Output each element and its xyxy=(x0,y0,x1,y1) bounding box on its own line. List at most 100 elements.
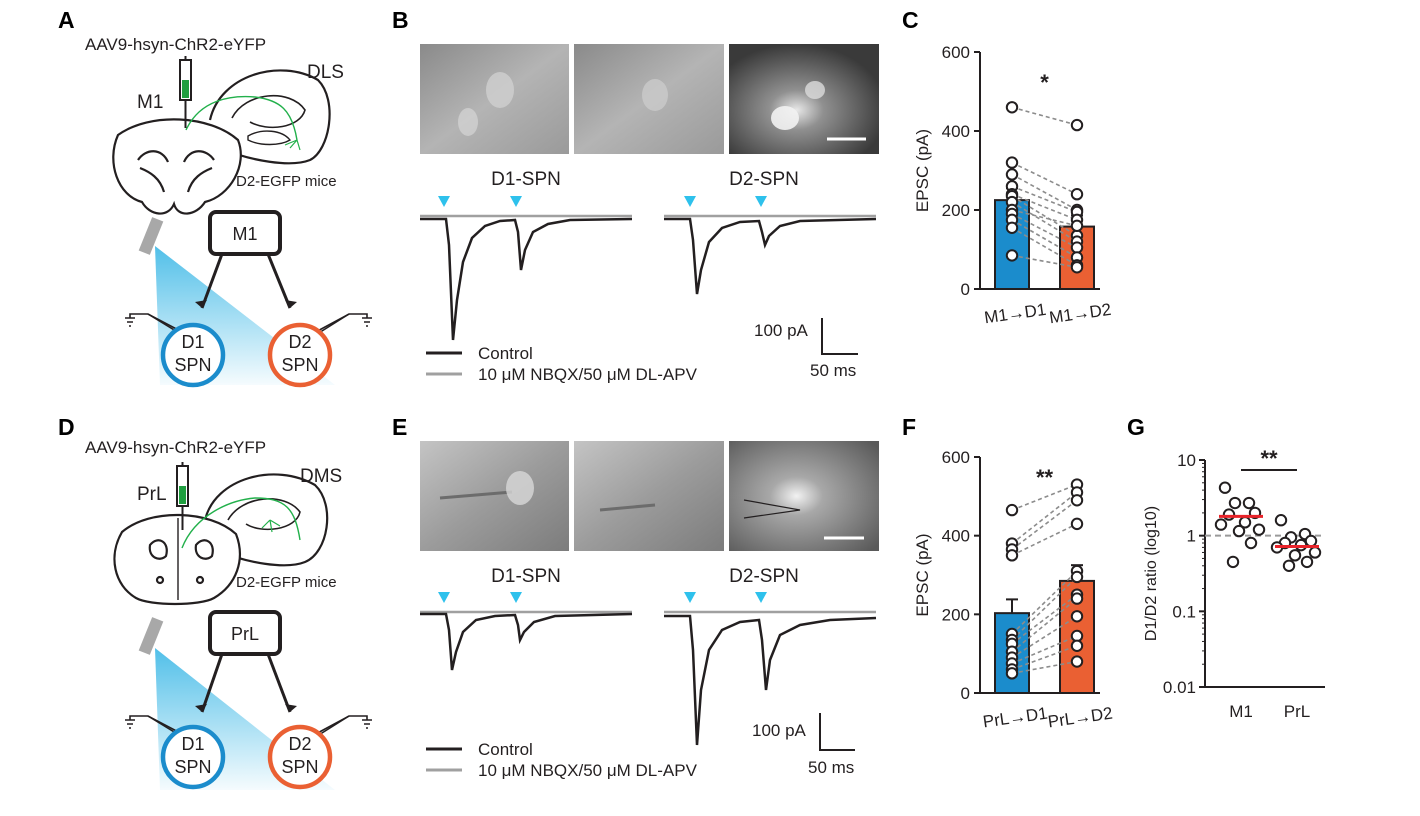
synapse-d1-d xyxy=(195,704,207,712)
significance-f: ** xyxy=(1036,465,1054,490)
data-point-g-0-8 xyxy=(1232,524,1246,538)
control-trace-d2-b xyxy=(664,217,877,295)
legend-label-control-b: Control xyxy=(478,344,533,363)
data-point-f-1-11 xyxy=(1070,655,1084,668)
source-area-label-d: PrL xyxy=(137,484,167,505)
control-trace-d2-e xyxy=(664,614,877,746)
trace-title-d1-e: D1-SPN xyxy=(491,566,561,587)
data-point-c-1-8 xyxy=(1070,241,1084,254)
data-point-g-0-9 xyxy=(1244,536,1258,550)
axon-terminals-a xyxy=(284,139,301,151)
y-tick-label-f-1: 200 xyxy=(942,605,970,624)
d1-spn-label-top-a: D1 xyxy=(181,332,204,352)
pair-line-f-3 xyxy=(1011,523,1078,557)
pipette-e1 xyxy=(439,490,513,500)
data-point-g-1-3 xyxy=(1304,534,1318,548)
data-point-c-1-0 xyxy=(1070,118,1084,132)
cell-soma-b1 xyxy=(486,72,514,108)
optic-fiber-a xyxy=(138,217,164,255)
panel-d: D AAV9-hsyn-ChR2-eYFP DMS PrL D2-EGFP mi… xyxy=(58,414,372,790)
cell-soma-b2 xyxy=(642,79,668,111)
data-point-c-0-11 xyxy=(1005,249,1019,262)
synapse-d1-a xyxy=(195,300,207,308)
data-point-g-0-0 xyxy=(1218,481,1232,494)
blue-light-pulses-b xyxy=(438,196,767,207)
data-point-c-0-2 xyxy=(1005,168,1019,181)
pair-line-c-2 xyxy=(1011,173,1078,211)
pair-line-f-10 xyxy=(1011,645,1078,671)
scatter-chart-g: 0.01 0.1 1 10 D1/D2 ratio (log10) M1 PrL ** xyxy=(1143,446,1325,721)
panel-label-d: D xyxy=(58,414,75,440)
panel-label-b: B xyxy=(392,7,409,33)
projection-box-label-a: M1 xyxy=(232,224,257,244)
data-point-c-1-11 xyxy=(1070,261,1084,274)
source-area-label-a: M1 xyxy=(137,92,163,113)
pair-line-c-9 xyxy=(1011,219,1078,259)
data-point-g-0-6 xyxy=(1214,518,1228,531)
pair-line-f-4 xyxy=(1011,570,1078,635)
y-tick-label-f-2: 400 xyxy=(942,527,970,546)
y-axis-title-g: D1/D2 ratio (log10) xyxy=(1143,506,1160,641)
pair-line-f-2 xyxy=(1011,499,1078,551)
significance-g: ** xyxy=(1260,446,1278,471)
data-point-g-0-7 xyxy=(1252,523,1266,536)
target-area-label-a: DLS xyxy=(307,62,344,83)
projection-box-a xyxy=(208,210,282,256)
pair-line-c-10 xyxy=(1011,227,1078,266)
fluorescent-cell-b xyxy=(771,106,799,130)
pair-line-f-0 xyxy=(1011,483,1078,511)
data-point-g-1-0 xyxy=(1274,514,1288,527)
significance-c: * xyxy=(1040,70,1049,95)
dic-image-e2 xyxy=(574,441,724,551)
d2-spn-label-bottom-a: SPN xyxy=(281,355,318,375)
projection-arrow-d2-a xyxy=(266,253,292,309)
data-point-f-1-8 xyxy=(1070,610,1084,623)
axon-projection-d xyxy=(181,497,301,549)
virus-label-a: AAV9-hsyn-ChR2-eYFP xyxy=(85,35,266,54)
light-pulse-e1 xyxy=(438,592,450,603)
data-point-g-1-8 xyxy=(1288,549,1302,562)
panel-label-c: C xyxy=(902,7,919,33)
projection-arrow-d1-a xyxy=(200,253,224,309)
control-trace-d1-b xyxy=(420,217,633,341)
optic-fiber-d xyxy=(138,617,164,655)
y-axis-title-c: EPSC (pA) xyxy=(913,129,932,212)
y-tick-label-f-3: 600 xyxy=(942,448,970,467)
pair-line-c-8 xyxy=(1011,213,1078,249)
data-point-f-0-11 xyxy=(1005,667,1019,680)
fluorescence-image-b xyxy=(729,44,879,154)
data-point-c-1-1 xyxy=(1070,188,1084,201)
light-pulse-b4 xyxy=(755,196,767,207)
scale-bar-b xyxy=(821,318,858,355)
d2-spn-label-top-d: D2 xyxy=(288,734,311,754)
panel-label-e: E xyxy=(392,414,407,440)
pair-line-c-3 xyxy=(1011,185,1078,213)
data-point-c-0-0 xyxy=(1005,101,1019,114)
pair-line-f-9 xyxy=(1011,635,1078,665)
pair-line-f-5 xyxy=(1011,576,1078,641)
pair-line-c-4 xyxy=(1011,193,1078,221)
panel-label-a: A xyxy=(58,7,75,33)
x-tick-label-g-1: PrL xyxy=(1284,702,1310,721)
projection-arrow-d2-d xyxy=(266,653,292,713)
light-pulse-b3 xyxy=(684,196,696,207)
y-tick-label-g-2: 1 xyxy=(1187,527,1196,546)
mouse-line-label-a: D2-EGFP mice xyxy=(236,173,337,190)
pipette-outline-e xyxy=(743,499,801,519)
panel-a: A AAV9-hsyn-ChR2-eYFP DLS M1 D2-EGFP mic… xyxy=(58,7,372,388)
data-point-g-0-1 xyxy=(1242,496,1256,510)
data-point-c-1-7 xyxy=(1070,219,1084,233)
synapse-d2-a xyxy=(285,300,297,308)
brain-sagittal-d xyxy=(203,473,329,567)
mouse-line-label-d: D2-EGFP mice xyxy=(236,574,337,591)
projection-box-label-d: PrL xyxy=(231,624,259,644)
y-tick-label-g-0: 0.01 xyxy=(1163,678,1196,697)
pair-line-f-8 xyxy=(1011,615,1078,659)
d1-spn-label-top-d: D1 xyxy=(181,734,204,754)
data-point-c-0-1 xyxy=(1005,156,1019,169)
scale-bar-e xyxy=(819,713,855,751)
d1-spn-cell-d xyxy=(160,724,226,790)
virus-label-d: AAV9-hsyn-ChR2-eYFP xyxy=(85,438,266,457)
y-tick-label-c-3: 600 xyxy=(942,43,970,62)
scale-bar-y-label-b: 100 pA xyxy=(754,321,809,340)
